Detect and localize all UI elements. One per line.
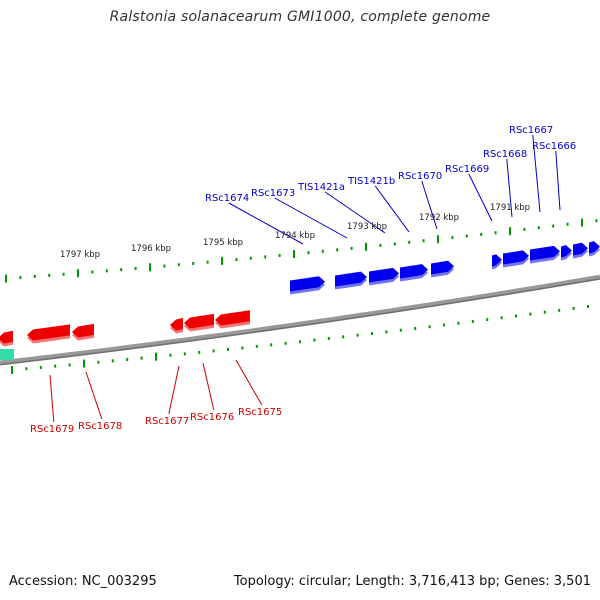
forward-gene-arrow	[561, 245, 572, 258]
map-title: Ralstonia solanacearum GMI1000, complete…	[109, 9, 491, 25]
forward-gene-arrow	[503, 250, 529, 265]
reverse-gene-label: RSc1676	[190, 412, 234, 423]
reverse-gene-arrow	[0, 330, 13, 344]
scale-label: 1797 kbp	[60, 250, 100, 260]
forward-gene-arrow	[431, 260, 454, 275]
forward-gene-arrow	[290, 276, 325, 292]
forward-gene-arrow	[573, 242, 588, 256]
forward-leader-line	[555, 150, 561, 211]
reverse-leader-line	[235, 359, 263, 406]
reverse-leader-line	[202, 362, 215, 411]
label-leader-lines	[49, 134, 561, 423]
forward-gene-label: TIS1421b	[347, 176, 395, 187]
genome-backbone	[0, 274, 600, 366]
accession-text: Accession: NC_003295	[9, 574, 157, 589]
scale-label: 1796 kbp	[131, 244, 171, 254]
reverse-gene-arrow	[72, 323, 94, 338]
tick-marks	[5, 218, 598, 374]
forward-gene-label: RSc1674	[205, 193, 249, 204]
forward-gene-label: RSc1670	[398, 171, 442, 182]
forward-leader-line	[374, 185, 410, 233]
forward-leader-line	[274, 197, 348, 239]
forward-gene-label: TIS1421a	[297, 182, 345, 193]
forward-leader-line	[506, 158, 513, 218]
scale-label: 1795 kbp	[203, 238, 243, 248]
forward-leader-line	[228, 202, 304, 245]
forward-leader-line	[468, 173, 493, 222]
scale-label: 1793 kbp	[347, 222, 387, 232]
forward-gene-label: RSc1669	[445, 164, 489, 175]
topology-text: Topology: circular; Length: 3,716,413 bp…	[233, 574, 591, 589]
scale-label: 1792 kbp	[419, 213, 459, 223]
forward-gene-label: RSc1673	[251, 188, 295, 199]
scale-label: 1791 kbp	[490, 203, 530, 213]
other-feature-block	[0, 349, 14, 360]
forward-gene-arrow	[530, 245, 560, 261]
forward-gene-arrow	[369, 267, 399, 283]
gene-features	[0, 241, 600, 360]
forward-leader-line	[324, 191, 386, 234]
reverse-gene-arrow	[27, 324, 70, 341]
backbone-line	[0, 274, 600, 366]
reverse-leader-line	[85, 371, 103, 420]
reverse-leader-line	[49, 374, 55, 423]
scale-label: 1794 kbp	[275, 231, 315, 241]
forward-gene-arrow	[400, 264, 428, 279]
forward-gene-arrow	[335, 271, 367, 287]
forward-gene-label: RSc1667	[509, 125, 553, 136]
reverse-gene-label: RSc1679	[30, 424, 74, 435]
reverse-gene-arrow	[170, 317, 183, 331]
reverse-leader-line	[168, 365, 180, 415]
reverse-gene-arrow	[215, 310, 250, 326]
forward-leader-line	[532, 134, 541, 213]
forward-gene-label: RSc1666	[532, 141, 576, 152]
forward-gene-label: RSc1668	[483, 149, 527, 160]
forward-leader-line	[421, 180, 438, 230]
forward-gene-arrow	[589, 241, 600, 254]
backbone-shadow	[0, 278, 600, 366]
reverse-gene-arrow	[184, 313, 214, 329]
reverse-gene-label: RSc1677	[145, 416, 189, 427]
reverse-gene-label: RSc1675	[238, 407, 282, 418]
reverse-gene-label: RSc1678	[78, 421, 122, 432]
forward-gene-arrow	[492, 254, 502, 267]
text-labels: 1797 kbp 1796 kbp 1795 kbp 1794 kbp 1793 kbp…	[30, 125, 576, 435]
